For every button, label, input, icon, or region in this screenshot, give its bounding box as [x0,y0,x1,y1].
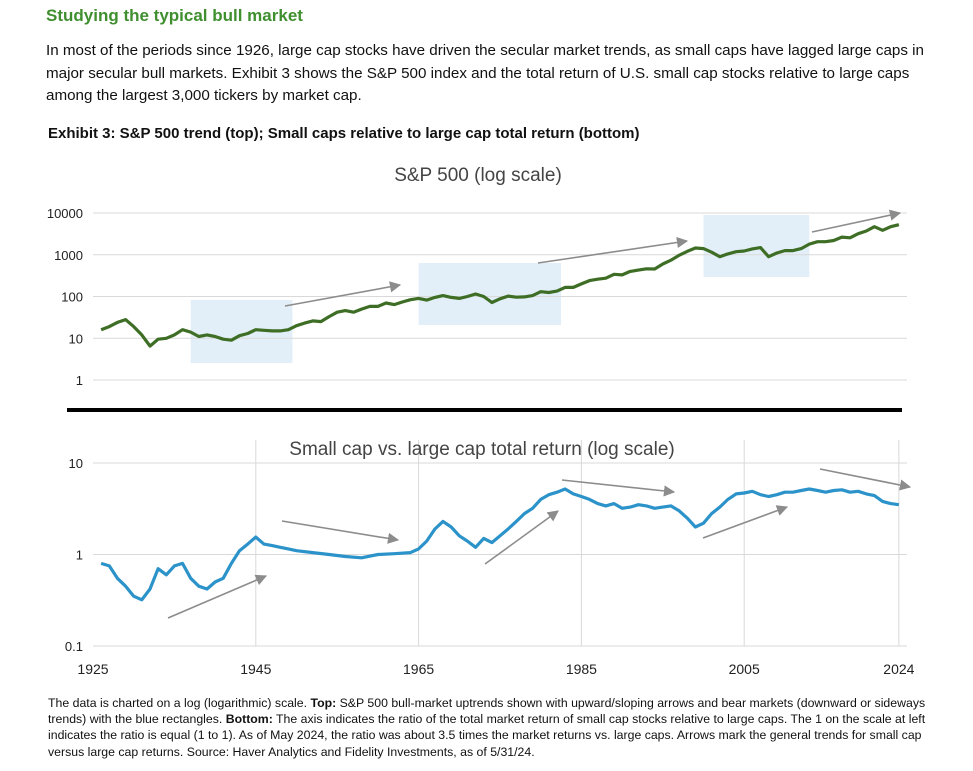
caption-bold-top: Top: [310,696,337,710]
chart-caption: The data is charted on a log (logarithmi… [48,695,938,760]
ratio-trend-arrow [819,468,912,491]
top-chart-title: S&P 500 (log scale) [394,165,562,186]
caption-text-1: The data is charted on a log (logarithmi… [48,696,311,710]
top-y-tick-label: 10 [69,331,83,346]
bull-trend-arrow [284,281,402,307]
bear-market-rectangle [703,215,810,277]
ratio-trend-arrow [484,510,559,565]
ratio-trend-arrow [702,505,789,539]
top-y-tick-label: 100 [61,290,83,305]
bear-market-rectangle [418,263,562,325]
exhibit-chart: 10000 1000 100 10 1 S&P 500 (log scale) 10 1 0.1… [47,165,915,677]
x-tick-label: 1925 [77,661,108,677]
bull-trend-arrow [537,236,689,264]
caption-text-2: S&P 500 bull-market uptrends shown with … [48,696,926,727]
section-heading: Studying the typical bull market [46,6,303,25]
top-y-tick-label: 1 [76,373,83,388]
ratio-trend-arrow [281,520,400,544]
caption-text-3: The axis indicates the ratio of the tota… [48,712,926,759]
bottom-y-tick-label: 10 [69,456,83,471]
exhibit-title: Exhibit 3: S&P 500 trend (top); Small ca… [48,125,640,142]
top-y-tick-label: 10000 [47,206,83,221]
ratio-trend-arrow [167,574,268,619]
x-tick-label: 1985 [566,661,597,677]
x-tick-label: 1945 [240,661,271,677]
small-vs-large-ratio-line [100,487,900,602]
intro-paragraph: In most of the periods since 1926, large… [46,42,924,104]
bull-trend-arrow [811,209,902,233]
x-tick-label: 1965 [403,661,434,677]
ratio-trend-arrow [561,479,676,497]
bottom-y-tick-label: 1 [76,548,83,563]
bottom-chart-title: Small cap vs. large cap total return (lo… [289,439,674,460]
bottom-y-tick-label: 0.1 [65,639,83,654]
caption-bold-bottom: Bottom: [225,712,273,727]
top-y-tick-label: 1000 [54,248,83,263]
x-tick-label: 2024 [883,661,914,677]
sp500-line [100,223,900,348]
x-tick-label: 2005 [729,661,760,677]
